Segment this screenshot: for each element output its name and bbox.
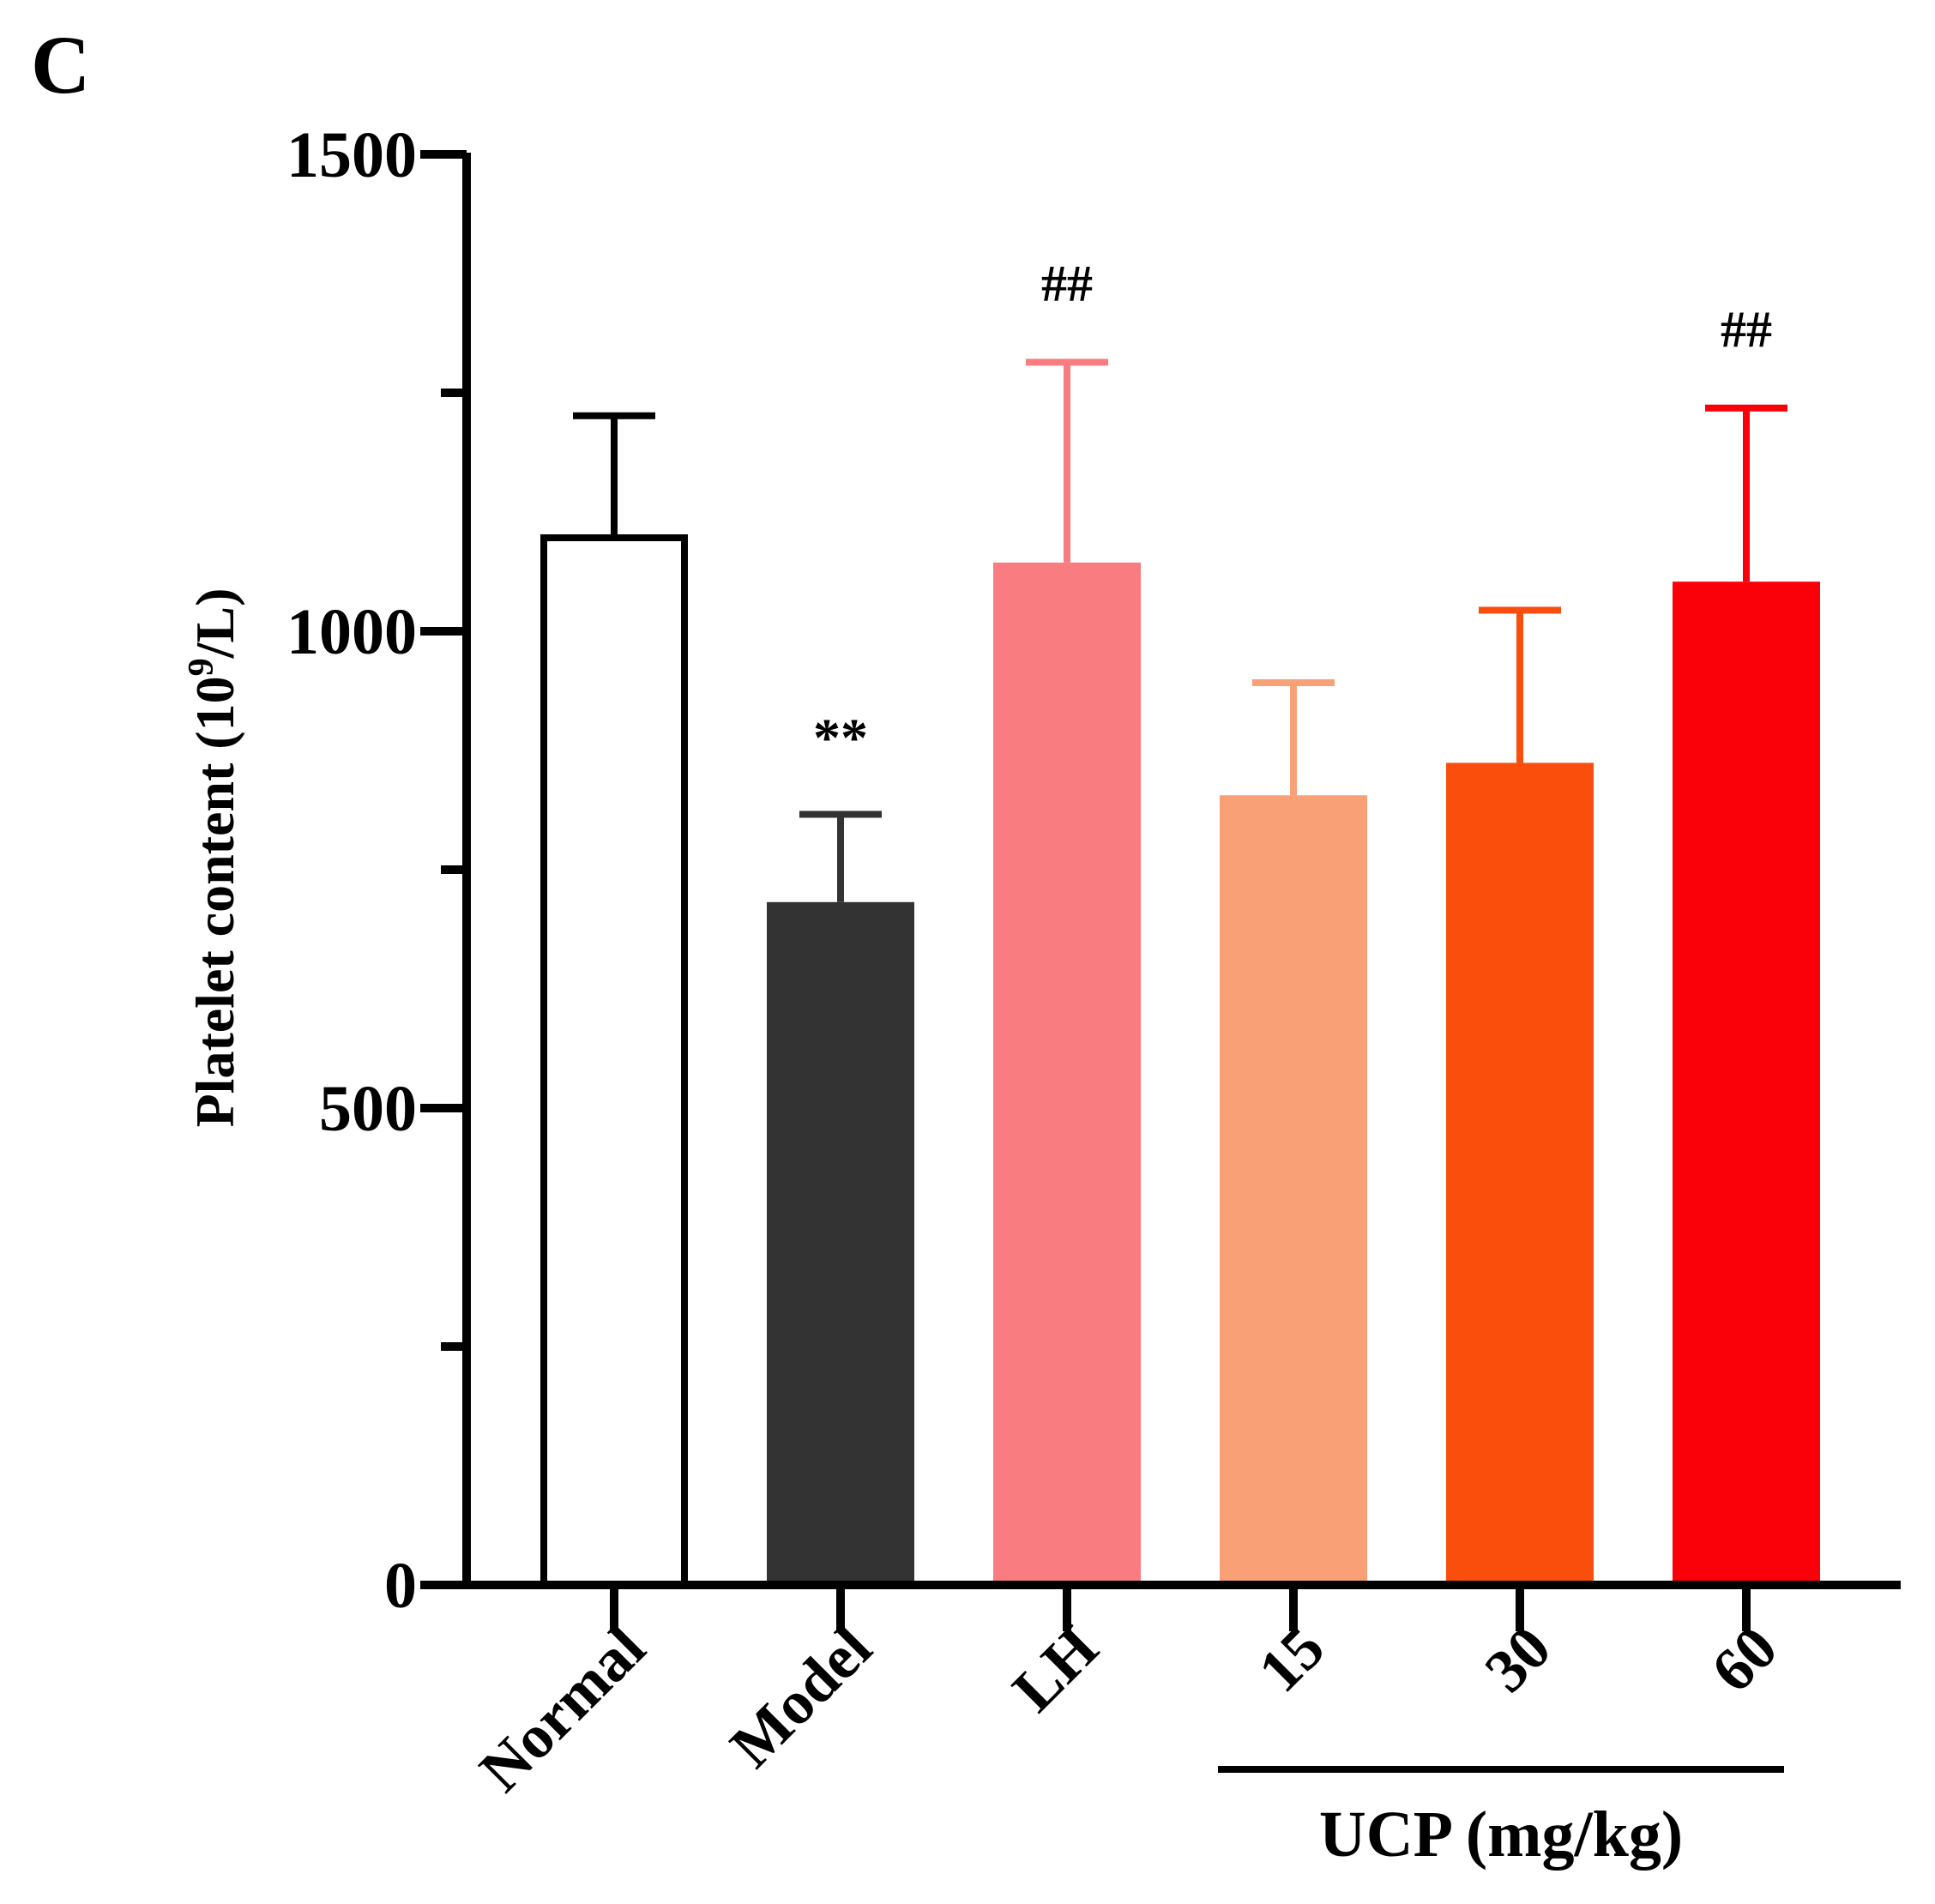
error-bar-model: [799, 810, 882, 902]
significance-model: **: [813, 708, 868, 768]
y-axis-title-end: /L): [184, 588, 245, 660]
x-tick-label-lh: LH: [999, 1613, 1111, 1725]
y-tick-label-1000: 1000: [286, 596, 417, 668]
bar-model: [767, 901, 914, 1585]
x-tick-label-normal: Normal: [467, 1613, 658, 1805]
bars: [540, 534, 1820, 1588]
error-bar-30: [1479, 606, 1561, 763]
axes: [420, 150, 1901, 1773]
svg-text:Platelet content (109/L): Platelet content (109/L): [182, 588, 245, 1128]
error-bar-60: [1705, 404, 1787, 582]
bar-60: [1673, 581, 1820, 1585]
bar-15: [1220, 795, 1367, 1585]
error-bars: [573, 359, 1787, 912]
y-tick-label-0: 0: [384, 1550, 417, 1622]
error-bar-normal: [573, 412, 655, 539]
y-axis-title-main: Platelet content (10: [184, 676, 245, 1127]
group-label-ucp: UCP (mg/kg): [1319, 1799, 1683, 1871]
significance-60: ##: [1721, 301, 1772, 358]
x-tick-label-60: 60: [1698, 1613, 1790, 1705]
error-bar-lh: [1026, 359, 1108, 563]
y-tick-label-1500: 1500: [286, 119, 417, 191]
bar-30: [1446, 762, 1594, 1585]
error-bar-15: [1252, 679, 1335, 912]
x-tick-label-15: 15: [1245, 1613, 1337, 1705]
x-tick-label-model: Model: [717, 1613, 884, 1780]
x-tick-label-30: 30: [1472, 1613, 1564, 1705]
y-axis-title-sup: 9: [182, 658, 221, 676]
bar-lh: [993, 562, 1141, 1585]
bar-normal: [540, 534, 688, 1588]
y-axis-title: Platelet content (109/L): [182, 588, 245, 1128]
significance-lh: ##: [1041, 255, 1093, 311]
panel-label: C: [31, 19, 90, 111]
y-tick-label-500: 500: [319, 1073, 417, 1145]
